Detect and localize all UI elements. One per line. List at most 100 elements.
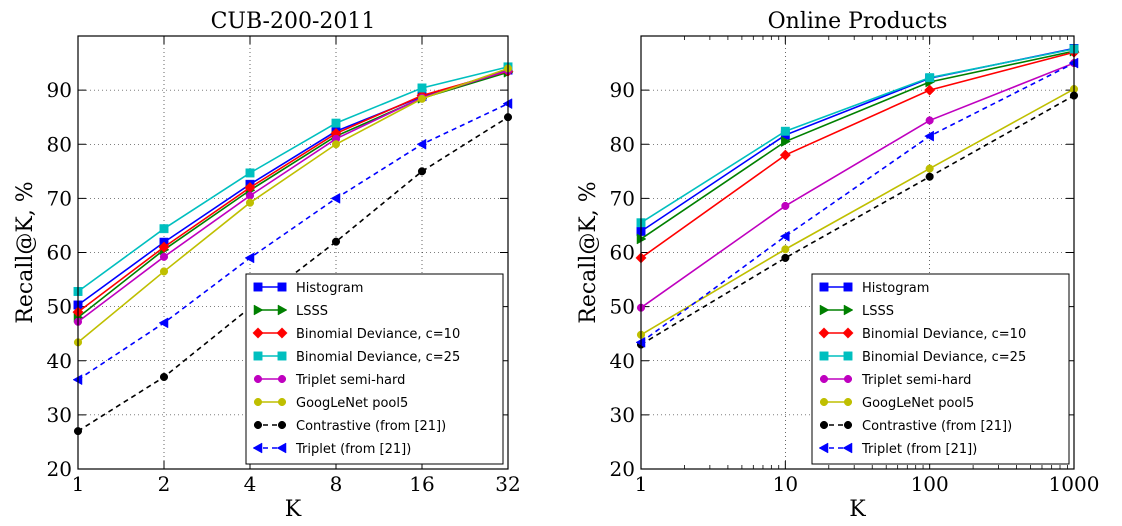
x-axis-label: K xyxy=(849,497,866,522)
axes-frame xyxy=(77,35,509,470)
data-point-contrastive-from-21 xyxy=(159,372,169,382)
legend-marker xyxy=(843,374,853,384)
legend-label: Contrastive (from [21]) xyxy=(862,419,1012,434)
ticks: 1 2 4 8 16 32 20 30 40 50 60 70 80 90 xyxy=(47,36,521,496)
x-tick-label: 1 xyxy=(72,472,85,496)
legend-marker xyxy=(277,397,287,407)
legend-marker xyxy=(843,397,853,407)
legend-marker xyxy=(842,442,853,454)
x-tick-label: 4 xyxy=(244,472,257,496)
series-line-googlenet-pool5 xyxy=(77,67,509,343)
legend-item-binomial-deviance-c-10: Binomial Deviance, c=10 xyxy=(252,327,460,342)
legend: Histogram LSSS Binomial Deviance, c=10 Bino… xyxy=(245,273,504,465)
legend-item-histogram: Histogram xyxy=(253,281,363,296)
legend-marker xyxy=(276,327,288,339)
data-point-binomial-deviance-c-25 xyxy=(780,126,790,136)
x-tick-label: 2 xyxy=(158,472,171,496)
legend-box xyxy=(811,273,1070,465)
y-tick-label: 70 xyxy=(610,186,635,210)
data-point-contrastive-from-21 xyxy=(331,237,341,246)
data-point-contrastive-from-21 xyxy=(925,172,934,181)
chart-title: CUB-200-2011 xyxy=(211,9,376,34)
series-triplet-from-21 xyxy=(72,98,513,386)
y-tick-label: 20 xyxy=(610,457,635,481)
x-axis-label: K xyxy=(285,497,302,522)
series-line-triplet-semi-hard xyxy=(640,62,1075,309)
y-tick-label: 20 xyxy=(47,457,72,481)
legend-marker xyxy=(277,351,287,361)
legend-label: LSSS xyxy=(296,304,328,319)
legend-marker xyxy=(842,327,854,339)
legend-label: GoogLeNet pool5 xyxy=(862,396,974,411)
data-point-binomial-deviance-c-25 xyxy=(331,118,341,128)
legend-marker xyxy=(252,442,263,454)
legend-item-binomial-deviance-c-10: Binomial Deviance, c=10 xyxy=(818,327,1026,342)
y-tick-label: 50 xyxy=(47,295,72,319)
y-axis-label: Recall@K, % xyxy=(13,181,38,323)
series-line-contrastive-from-21 xyxy=(640,94,1075,346)
legend-item-triplet-semi-hard: Triplet semi-hard xyxy=(253,373,405,388)
legend-label: Triplet (from [21]) xyxy=(295,442,411,457)
legend-item-contrastive-from-21: Contrastive (from [21]) xyxy=(253,419,446,434)
data-point-contrastive-from-21 xyxy=(781,253,790,262)
legend-label: GoogLeNet pool5 xyxy=(296,396,408,411)
data-point-triplet-semi-hard xyxy=(159,252,169,261)
x-tick-label: 100 xyxy=(911,472,949,496)
data-point-triplet-semi-hard xyxy=(245,191,255,200)
data-point-triplet-from-21 xyxy=(158,317,169,329)
series-line-binomial-deviance-c-25 xyxy=(77,66,509,293)
legend-marker xyxy=(253,420,263,430)
legend-marker xyxy=(276,442,287,454)
y-tick-label: 90 xyxy=(610,78,635,102)
legend-marker xyxy=(843,420,853,430)
chart-online-products: 1 10 100 1000 20 30 40 50 60 70 80 90 Online Product… xyxy=(576,9,1099,522)
chart-cub-200-2011: 1 2 4 8 16 32 20 30 40 50 60 70 80 90 CUB-200-2011 K Rec… xyxy=(13,9,521,522)
legend-label: Histogram xyxy=(862,281,929,296)
y-tick-label: 80 xyxy=(610,132,635,156)
legend-item-binomial-deviance-c-25: Binomial Deviance, c=25 xyxy=(819,350,1026,365)
y-tick-label: 40 xyxy=(610,349,635,373)
legend-label: LSSS xyxy=(862,304,894,319)
legend-marker xyxy=(252,327,264,339)
data-point-binomial-deviance-c-25 xyxy=(925,73,935,83)
y-axis-label: Recall@K, % xyxy=(576,181,601,323)
axes-frame xyxy=(640,35,1075,470)
series-line-triplet-from-21 xyxy=(77,102,509,381)
x-tick-label: 1 xyxy=(635,472,648,496)
x-tick-label: 16 xyxy=(409,472,434,496)
data-point-triplet-from-21 xyxy=(924,130,934,142)
data-point-triplet-from-21 xyxy=(330,192,341,204)
x-tick-label: 32 xyxy=(495,472,520,496)
series-line-googlenet-pool5 xyxy=(640,88,1075,336)
data-point-binomial-deviance-c-10 xyxy=(924,84,936,96)
y-tick-label: 30 xyxy=(610,403,635,427)
minor-ticks xyxy=(684,36,1068,469)
x-tick-label: 1000 xyxy=(1049,472,1100,496)
x-tick-label: 10 xyxy=(773,472,798,496)
legend-item-triplet-from-21: Triplet (from [21]) xyxy=(818,442,977,457)
legend-label: Histogram xyxy=(296,281,363,296)
y-tick-label: 50 xyxy=(610,295,635,319)
data-point-googlenet-pool5 xyxy=(245,198,255,207)
y-tick-label: 30 xyxy=(47,403,72,427)
series-line-lsss xyxy=(640,50,1075,240)
data-point-googlenet-pool5 xyxy=(159,267,169,276)
legend-marker xyxy=(253,304,264,316)
data-point-lsss xyxy=(781,136,791,147)
legend-label: Binomial Deviance, c=25 xyxy=(862,350,1026,365)
legend-item-histogram: Histogram xyxy=(819,281,929,296)
legend-item-googlenet-pool5: GoogLeNet pool5 xyxy=(253,396,408,411)
legend-label: Triplet semi-hard xyxy=(295,373,405,388)
legend-marker xyxy=(277,304,288,316)
legend-label: Binomial Deviance, c=10 xyxy=(296,327,460,342)
legend-marker xyxy=(819,420,829,430)
chart-title: Online Products xyxy=(768,9,948,34)
data-point-binomial-deviance-c-25 xyxy=(245,168,255,178)
data-point-binomial-deviance-c-10 xyxy=(779,149,791,161)
data-point-binomial-deviance-c-25 xyxy=(159,224,169,234)
legend-box xyxy=(245,273,504,465)
legend-marker xyxy=(843,282,853,292)
legend-marker xyxy=(819,304,830,316)
series-line-binomial-deviance-c-10 xyxy=(640,51,1075,259)
y-tick-label: 60 xyxy=(47,241,72,265)
